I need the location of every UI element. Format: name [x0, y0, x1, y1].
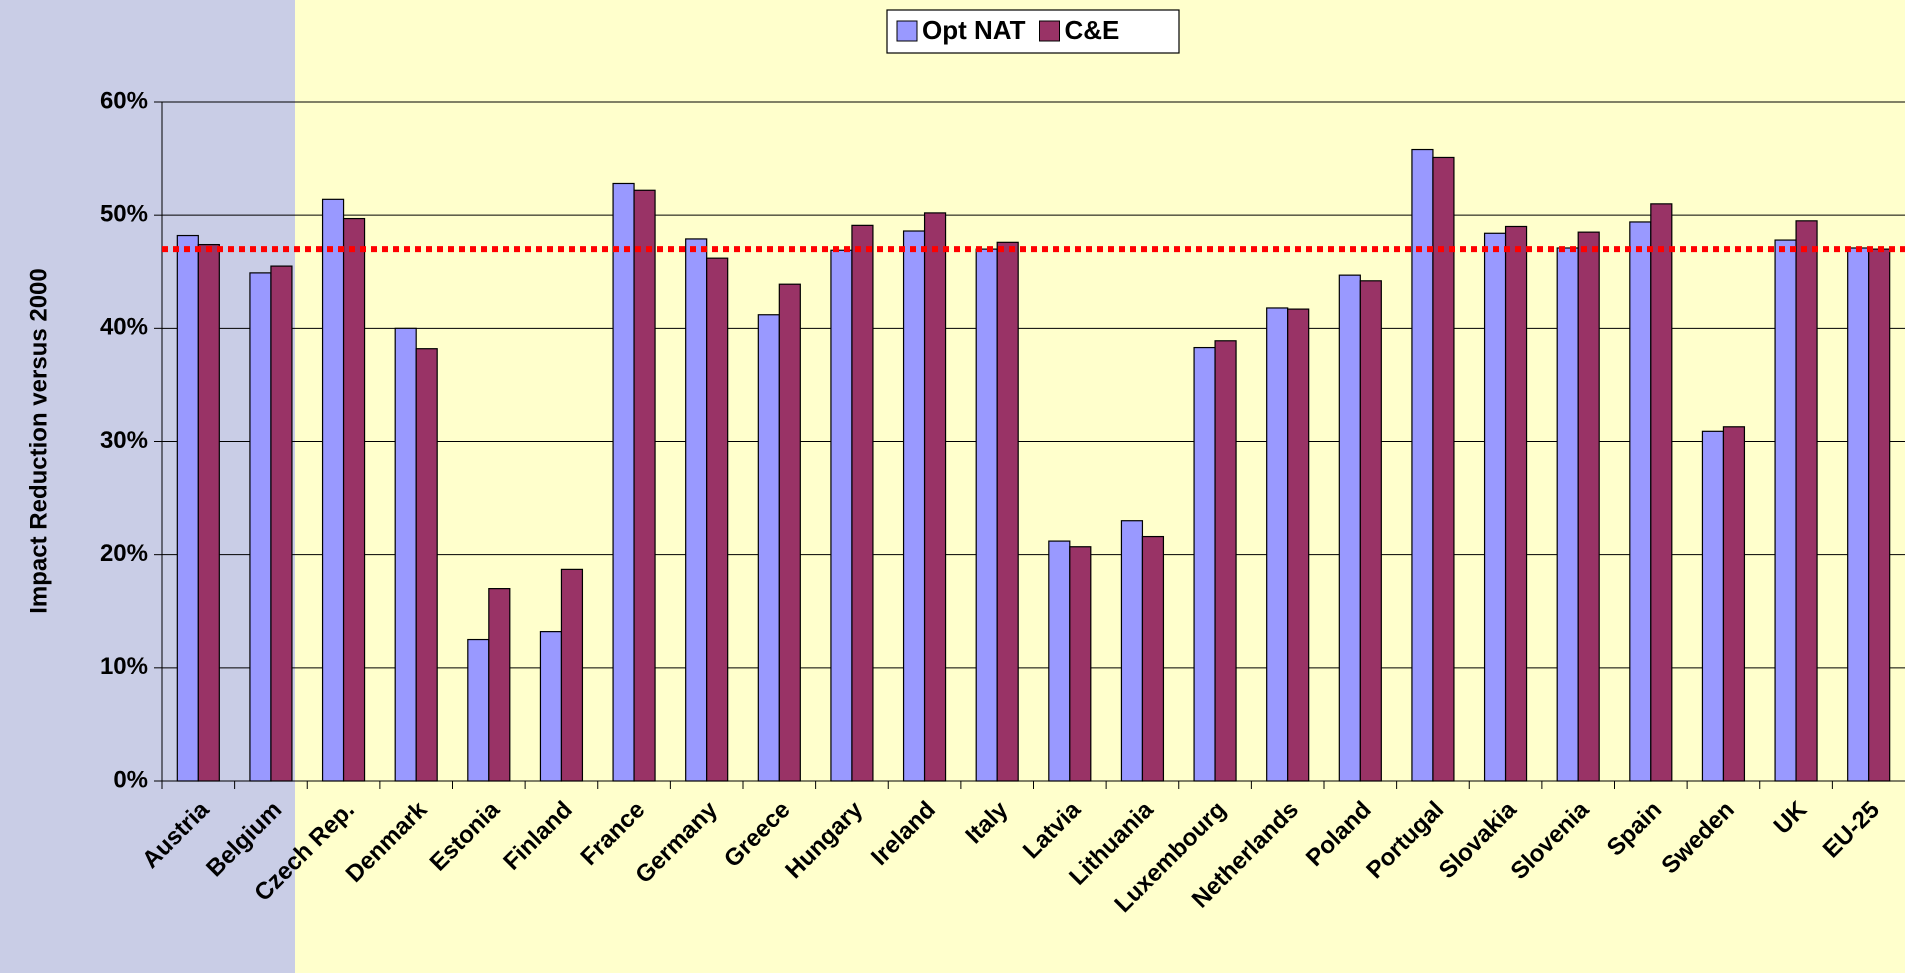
bar	[539, 631, 563, 782]
bar	[612, 182, 635, 782]
y-tick-label: 40%	[100, 314, 148, 341]
bar	[1120, 520, 1144, 782]
y-tick-label: 0%	[113, 766, 148, 793]
y-tick-label: 50%	[100, 201, 148, 228]
legend-swatch	[896, 20, 918, 42]
bar	[1795, 220, 1818, 782]
bar	[1504, 225, 1528, 782]
bar	[560, 568, 584, 782]
bar	[1141, 535, 1165, 782]
bar	[1847, 247, 1870, 782]
bar	[1214, 340, 1237, 782]
legend-label: Opt NAT	[922, 15, 1026, 45]
bar	[1266, 307, 1289, 782]
bar	[176, 234, 199, 782]
bar	[1577, 231, 1600, 782]
bar	[902, 230, 926, 782]
legend: Opt NAT C&E	[886, 9, 1180, 54]
bar	[1483, 232, 1507, 782]
bar	[851, 224, 874, 782]
side-panel	[0, 0, 295, 973]
bar	[996, 241, 1019, 782]
bar	[321, 198, 345, 782]
bar	[923, 212, 947, 782]
legend-swatch	[1039, 20, 1060, 42]
bar	[197, 243, 220, 782]
y-tick-label: 60%	[100, 87, 148, 114]
bar	[1868, 248, 1891, 782]
bar	[1069, 546, 1092, 782]
y-tick-label: 20%	[100, 540, 148, 567]
bar	[1701, 430, 1725, 782]
bar	[1048, 540, 1071, 782]
bar	[1432, 156, 1455, 782]
bar	[415, 348, 438, 782]
bar	[1556, 247, 1579, 782]
bar	[830, 249, 853, 782]
bar	[1411, 148, 1434, 782]
bar	[975, 248, 998, 782]
bar	[342, 217, 366, 782]
bar	[467, 638, 490, 782]
bar	[1359, 280, 1382, 782]
y-tick-label: 30%	[100, 427, 148, 454]
y-tick-label: 10%	[100, 653, 148, 680]
bar	[1650, 203, 1673, 782]
bar	[270, 265, 293, 782]
bar	[1338, 274, 1361, 782]
bar	[1287, 308, 1310, 782]
bar	[1722, 426, 1746, 782]
bar	[488, 588, 511, 782]
bar	[1629, 221, 1652, 782]
bar	[249, 272, 272, 782]
bar	[706, 257, 729, 782]
legend-label: C&E	[1065, 15, 1120, 45]
bar	[633, 189, 656, 782]
bar	[394, 327, 417, 782]
legend-box	[886, 9, 1180, 54]
bar	[1193, 346, 1216, 782]
bar	[778, 283, 801, 782]
y-axis-title: Impact Reduction versus 2000	[25, 268, 52, 613]
bar	[685, 238, 708, 782]
bar	[757, 314, 780, 782]
bar	[1774, 239, 1797, 782]
